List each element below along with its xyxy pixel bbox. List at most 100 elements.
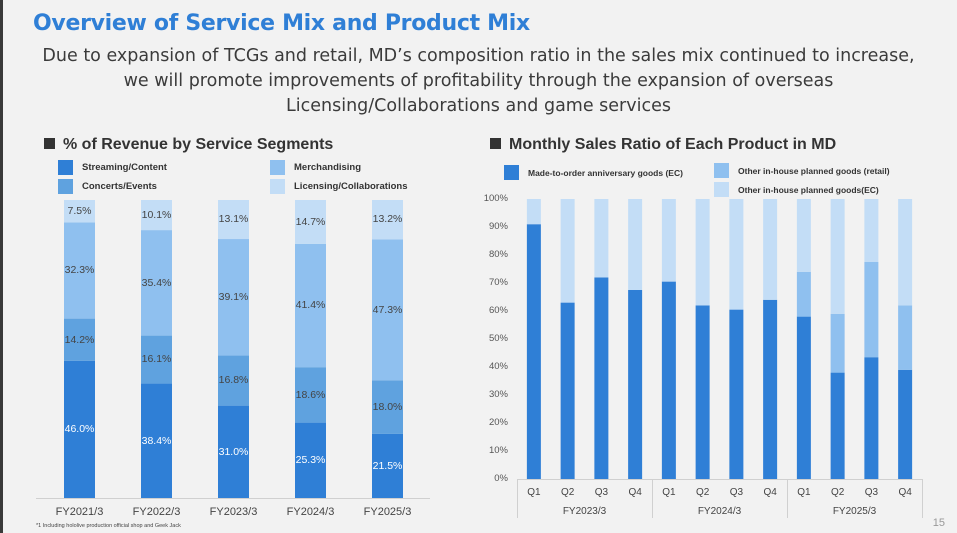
x-tick-label: Q4 [763, 487, 777, 498]
bar-segment-made-to-order-anniversary-goods-ec- [695, 305, 710, 479]
x-tick-label: Q3 [594, 487, 609, 498]
group-label: FY2023/3 [562, 506, 607, 517]
bar-segment-licensing-collaborations [64, 200, 95, 223]
bar-segment-other-in-house-planned-goods-ec- [628, 199, 643, 290]
legend-made-to-order: Made-to-order anniversary goods (EC) [504, 165, 683, 180]
square-bullet-icon [490, 138, 501, 149]
bar-segment-merchandising [295, 243, 326, 368]
data-label: 35.4% [141, 276, 172, 289]
data-label: 39.1% [218, 291, 249, 304]
bar-segment-other-in-house-planned-goods-ec- [864, 199, 879, 262]
slide-title: Overview of Service Mix and Product Mix [33, 11, 530, 36]
y-tick-label: 50% [488, 333, 508, 345]
bar-segment-licensing-collaborations [372, 200, 403, 240]
data-label: 38.4% [141, 434, 172, 447]
x-tick-label: Q2 [560, 487, 575, 498]
bar-segment-concerts-events [64, 318, 95, 361]
data-label: 16.1% [141, 353, 172, 366]
bar-segment-other-in-house-planned-goods-ec- [796, 199, 811, 272]
bar-segment-streaming-content [218, 405, 249, 498]
bar-segment-other-in-house-planned-goods-retail- [898, 305, 913, 370]
square-bullet-icon [44, 138, 55, 149]
data-label: 47.3% [372, 303, 403, 316]
x-tick-label: Q2 [830, 487, 845, 498]
bar-segment-licensing-collaborations [295, 200, 326, 244]
data-label: 16.8% [218, 374, 249, 387]
bar-segment-made-to-order-anniversary-goods-ec- [526, 224, 541, 479]
x-tick-label: Q1 [527, 487, 541, 498]
bar-segment-streaming-content [372, 433, 403, 498]
y-tick-label: 30% [488, 389, 508, 401]
legend-swatch [714, 182, 729, 197]
x-tick-label: Q4 [628, 487, 642, 498]
x-tick-label: Q3 [864, 487, 879, 498]
bar-segment-streaming-content [295, 422, 326, 498]
subtitle-line: we will promote improvements of profitab… [123, 71, 834, 91]
data-label: 13.1% [218, 213, 249, 226]
footnote: *1 Including hololive production officia… [36, 523, 181, 529]
x-tick-label: Q1 [797, 487, 811, 498]
bar-segment-other-in-house-planned-goods-ec- [661, 199, 676, 282]
bar-segment-made-to-order-anniversary-goods-ec- [864, 357, 879, 479]
y-tick-label: 100% [483, 193, 508, 205]
y-tick-label: 90% [488, 221, 508, 233]
bar-segment-other-in-house-planned-goods-retail- [864, 262, 879, 358]
legend-streaming: Streaming/Content [58, 160, 167, 175]
legend-merchandising: Merchandising [270, 160, 361, 175]
bar-segment-concerts-events [372, 380, 403, 434]
y-tick-label: 80% [488, 249, 508, 261]
bar-segment-made-to-order-anniversary-goods-ec- [796, 316, 811, 479]
bar-segment-other-in-house-planned-goods-retail- [830, 313, 845, 373]
data-label: 18.0% [372, 400, 403, 413]
y-tick-label: 60% [488, 305, 508, 317]
page-number: 15 [932, 517, 945, 529]
legend-in-house-ec: Other in-house planned goods(EC) [714, 182, 879, 197]
bar-segment-made-to-order-anniversary-goods-ec- [628, 290, 643, 479]
bar-segment-other-in-house-planned-goods-ec- [830, 199, 845, 314]
data-label: 10.1% [141, 208, 172, 221]
bar-segment-other-in-house-planned-goods-ec- [898, 199, 913, 306]
legend-swatch [270, 160, 285, 175]
x-tick-label: FY2025/3 [363, 505, 412, 518]
bar-segment-concerts-events [295, 367, 326, 423]
legend-swatch [58, 179, 73, 194]
legend-swatch [504, 165, 519, 180]
y-tick-label: 70% [488, 277, 508, 289]
legend-concerts: Concerts/Events [58, 179, 157, 194]
bar-segment-made-to-order-anniversary-goods-ec- [729, 309, 744, 479]
bar-segment-other-in-house-planned-goods-retail- [796, 271, 811, 317]
data-label: 25.3% [295, 454, 326, 467]
legend-licensing: Licensing/Collaborations [270, 179, 408, 194]
bar-segment-merchandising [372, 239, 403, 381]
data-label: 32.3% [64, 264, 95, 277]
x-tick-label: FY2024/3 [286, 505, 335, 518]
legend-retail: Other in-house planned goods (retail) [714, 163, 890, 178]
bar-segment-other-in-house-planned-goods-ec- [763, 199, 778, 300]
legend-swatch [714, 163, 729, 178]
bar-segment-other-in-house-planned-goods-ec- [560, 199, 575, 303]
bar-segment-made-to-order-anniversary-goods-ec- [830, 372, 845, 479]
data-label: 14.7% [295, 215, 326, 228]
data-label: 13.2% [372, 213, 403, 226]
data-label: 41.4% [295, 299, 326, 312]
y-tick-label: 10% [488, 445, 508, 457]
y-tick-label: 20% [488, 417, 508, 429]
x-tick-label: Q4 [898, 487, 912, 498]
data-label: 7.5% [67, 204, 92, 217]
bar-segment-merchandising [141, 230, 172, 336]
bar-segment-merchandising [64, 222, 95, 319]
bar-segment-merchandising [218, 239, 249, 356]
slide-subtitle: Due to expansion of TCGs and retail, MD’… [20, 44, 937, 119]
bar-segment-streaming-content [141, 383, 172, 498]
legend-swatch [270, 179, 285, 194]
data-label: 14.2% [64, 333, 95, 346]
legend-swatch [58, 160, 73, 175]
bar-segment-made-to-order-anniversary-goods-ec- [898, 369, 913, 479]
data-label: 31.0% [218, 445, 249, 458]
data-label: 18.6% [295, 388, 326, 401]
bar-segment-made-to-order-anniversary-goods-ec- [661, 281, 676, 479]
slide-left-border [0, 0, 3, 533]
y-tick-label: 40% [488, 361, 508, 373]
group-label: FY2024/3 [697, 506, 742, 517]
